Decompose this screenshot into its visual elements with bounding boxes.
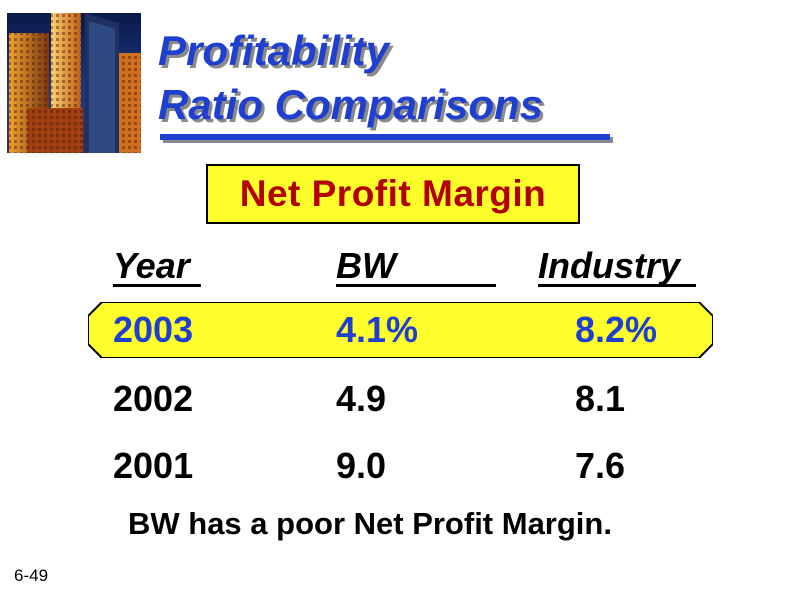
header-year: Year	[113, 245, 190, 286]
subtitle-box: Net Profit Margin	[206, 164, 580, 224]
page-title: Profitability Ratio Comparisons	[158, 24, 543, 132]
skyscrapers-image	[7, 13, 141, 153]
row-2003-year: 2003	[113, 309, 194, 350]
row-2002-bw: 4.9	[336, 378, 387, 419]
row-2001-industry: 7.6	[575, 445, 626, 486]
subtitle: Net Profit Margin	[239, 173, 547, 214]
header-bw-underline	[336, 284, 496, 287]
slide-number: 6-49	[14, 566, 49, 585]
header-bw: BW	[336, 245, 396, 286]
title-line-2: Ratio Comparisons	[158, 81, 544, 128]
title-line-1: Profitability	[158, 27, 390, 74]
row-2002-year: 2002	[113, 378, 194, 419]
header-industry-underline	[538, 284, 696, 287]
row-2002-industry: 8.1	[575, 378, 626, 419]
row-2003-bw: 4.1%	[336, 309, 419, 350]
title-underline	[160, 134, 610, 140]
row-2003-industry: 8.2%	[575, 309, 658, 350]
highlight-row-background	[88, 302, 713, 358]
header-industry: Industry	[538, 245, 681, 286]
row-2001-bw: 9.0	[336, 445, 387, 486]
row-2001-year: 2001	[113, 445, 194, 486]
conclusion-text: BW has a poor Net Profit Margin.	[128, 506, 612, 541]
header-year-underline	[113, 284, 201, 287]
